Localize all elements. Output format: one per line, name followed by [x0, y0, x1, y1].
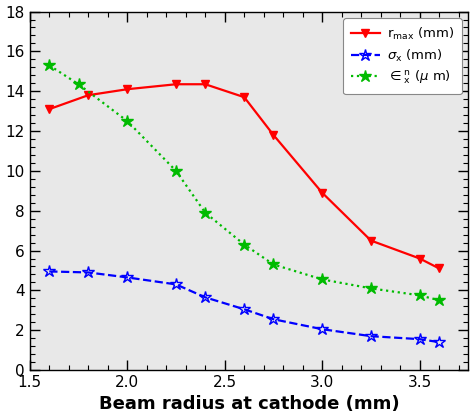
r$_{\mathregular{max}}$ (mm): [437, 266, 442, 271]
$\sigma_{\mathregular{x}}$ (mm): [125, 275, 130, 280]
$\sigma_{\mathregular{x}}$ (mm): [46, 269, 52, 274]
$\in_{\mathregular{x}}^{\mathregular{n}}$ ($\mu$ m): [173, 168, 179, 173]
r$_{\mathregular{max}}$ (mm): [173, 82, 179, 87]
Line: $\sigma_{\mathregular{x}}$ (mm): $\sigma_{\mathregular{x}}$ (mm): [43, 265, 446, 348]
$\in_{\mathregular{x}}^{\mathregular{n}}$ ($\mu$ m): [241, 242, 247, 247]
X-axis label: Beam radius at cathode (mm): Beam radius at cathode (mm): [99, 396, 400, 414]
r$_{\mathregular{max}}$ (mm): [125, 87, 130, 92]
r$_{\mathregular{max}}$ (mm): [85, 93, 91, 98]
r$_{\mathregular{max}}$ (mm): [368, 238, 374, 243]
$\in_{\mathregular{x}}^{\mathregular{n}}$ ($\mu$ m): [271, 262, 276, 267]
$\in_{\mathregular{x}}^{\mathregular{n}}$ ($\mu$ m): [437, 298, 442, 303]
$\sigma_{\mathregular{x}}$ (mm): [202, 295, 208, 300]
$\sigma_{\mathregular{x}}$ (mm): [271, 317, 276, 322]
Legend: r$_{\mathregular{max}}$ (mm), $\sigma_{\mathregular{x}}$ (mm), $\in_{\mathregula: r$_{\mathregular{max}}$ (mm), $\sigma_{\…: [343, 18, 462, 94]
$\in_{\mathregular{x}}^{\mathregular{n}}$ ($\mu$ m): [76, 82, 82, 87]
r$_{\mathregular{max}}$ (mm): [46, 106, 52, 111]
r$_{\mathregular{max}}$ (mm): [271, 132, 276, 137]
r$_{\mathregular{max}}$ (mm): [202, 82, 208, 87]
r$_{\mathregular{max}}$ (mm): [241, 95, 247, 100]
$\sigma_{\mathregular{x}}$ (mm): [417, 336, 422, 341]
$\sigma_{\mathregular{x}}$ (mm): [319, 327, 325, 332]
$\in_{\mathregular{x}}^{\mathregular{n}}$ ($\mu$ m): [368, 286, 374, 291]
$\in_{\mathregular{x}}^{\mathregular{n}}$ ($\mu$ m): [417, 293, 422, 298]
$\sigma_{\mathregular{x}}$ (mm): [368, 334, 374, 339]
$\in_{\mathregular{x}}^{\mathregular{n}}$ ($\mu$ m): [125, 119, 130, 124]
$\in_{\mathregular{x}}^{\mathregular{n}}$ ($\mu$ m): [202, 210, 208, 215]
$\sigma_{\mathregular{x}}$ (mm): [173, 282, 179, 287]
$\sigma_{\mathregular{x}}$ (mm): [437, 340, 442, 345]
$\sigma_{\mathregular{x}}$ (mm): [85, 270, 91, 275]
Line: $\in_{\mathregular{x}}^{\mathregular{n}}$ ($\mu$ m): $\in_{\mathregular{x}}^{\mathregular{n}}…: [43, 59, 446, 307]
$\in_{\mathregular{x}}^{\mathregular{n}}$ ($\mu$ m): [319, 277, 325, 282]
r$_{\mathregular{max}}$ (mm): [417, 256, 422, 261]
$\sigma_{\mathregular{x}}$ (mm): [241, 307, 247, 312]
r$_{\mathregular{max}}$ (mm): [319, 190, 325, 195]
$\in_{\mathregular{x}}^{\mathregular{n}}$ ($\mu$ m): [46, 63, 52, 68]
Line: r$_{\mathregular{max}}$ (mm): r$_{\mathregular{max}}$ (mm): [45, 80, 443, 273]
